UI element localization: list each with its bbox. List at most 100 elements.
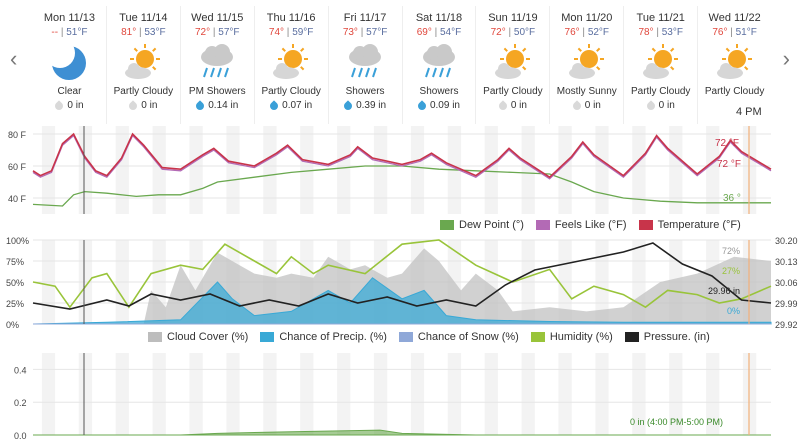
day-column[interactable]: Wed 11/22 76° | 51°F Partly Cloudy <box>698 6 771 124</box>
partly-cloudy-icon <box>698 41 771 85</box>
low-temp: 57°F <box>218 27 240 38</box>
series-line-0 <box>32 165 771 207</box>
night-shading <box>410 353 425 435</box>
precip-amount: 0.39 in <box>329 99 402 112</box>
day-temps: -- | 51°F <box>51 27 88 38</box>
night-shading <box>41 353 56 435</box>
day-column[interactable]: Thu 11/16 74° | 59°F Partly Cloudy 0.07 in <box>255 6 329 124</box>
day-temps: 76° | 52°F <box>564 27 610 38</box>
precip-value: 0 in <box>584 100 601 111</box>
next-arrow-icon[interactable]: › <box>782 46 790 71</box>
previous-arrow-icon[interactable]: ‹ <box>10 46 18 71</box>
high-temp: -- <box>51 27 59 38</box>
legend-item[interactable]: Temperature (°F) <box>638 219 741 231</box>
day-name: Tue 11/14 <box>119 12 168 24</box>
day-name: Wed 11/15 <box>191 12 244 24</box>
legend-item[interactable]: Cloud Cover (%) <box>148 331 248 343</box>
precip-value: 0.09 in <box>429 100 460 111</box>
night-shading <box>115 353 129 435</box>
night-shading <box>189 353 203 435</box>
night-shading <box>706 353 720 435</box>
y2-tick-label: 30.13 <box>775 257 798 267</box>
day-column[interactable]: Mon 11/20 76° | 52°F Mostly Sunny 0 in <box>550 6 625 124</box>
night-shading <box>706 126 720 214</box>
day-column[interactable]: Mon 11/13 -- | 51°F Clear 0 in <box>33 6 107 124</box>
condition-label: Clear <box>57 86 82 97</box>
precip-value: 0 in <box>510 100 527 111</box>
showers-icon <box>329 41 402 85</box>
day-column[interactable]: Fri 11/17 73° | 57°F Showers 0.39 in <box>329 6 403 124</box>
night-shading <box>78 126 93 214</box>
y-tick-label: 75% <box>6 257 24 267</box>
precip-amount: 0 in <box>33 99 106 112</box>
night-shading <box>263 353 277 435</box>
legend-item[interactable]: Dew Point (°) <box>440 219 524 231</box>
y-tick-label: 0.2 <box>14 398 27 408</box>
day-column[interactable]: Wed 11/15 72° | 57°F PM Showers 0.14 in <box>181 6 255 124</box>
day-temps: 69° | 54°F <box>416 27 462 38</box>
y-tick-label: 100% <box>6 236 29 246</box>
precip-amount: 0 in <box>107 99 180 112</box>
night-shading <box>558 353 572 435</box>
low-temp: 51°F <box>735 27 757 38</box>
night-shading <box>410 126 425 214</box>
y-tick-label: 80 F <box>8 130 27 140</box>
raindrop-icon <box>644 99 657 112</box>
raindrop-icon <box>571 99 583 112</box>
day-column[interactable]: Sat 11/18 69° | 54°F Showers 0.09 in <box>403 6 477 124</box>
day-temps: 74° | 59°F <box>268 27 314 38</box>
high-temp: 69° <box>416 27 432 38</box>
raindrop-icon <box>127 99 139 112</box>
precip-amount: 0 in <box>476 99 549 112</box>
precip-amount: 0.09 in <box>403 99 476 112</box>
temperature-chart: 80 F 60 F 40 F 72 °F 72 °F 36 ° <box>8 126 772 214</box>
night-shading <box>115 126 129 214</box>
raindrop-icon <box>53 99 66 112</box>
legend-item[interactable]: Humidity (%) <box>530 331 613 343</box>
legend-swatch <box>398 332 413 342</box>
legend-swatch <box>530 332 545 342</box>
legend-item[interactable]: Pressure. (in) <box>624 331 710 343</box>
value-annotation: 0% <box>727 306 740 316</box>
precip-value: 0.07 in <box>282 100 313 111</box>
legend-swatch <box>148 332 162 342</box>
series-line-1 <box>32 134 772 180</box>
night-shading <box>632 126 646 214</box>
value-annotation: 29.96 in <box>708 286 740 296</box>
legend-label: Pressure. (in) <box>643 331 710 343</box>
day-column[interactable]: Sun 11/19 72° | 50°F Partly Cloudy 0 in <box>476 6 551 124</box>
day-column[interactable]: Tue 11/14 81° | 53°F Partly Cloudy 0 in <box>107 6 181 124</box>
time-marker-label: 4 PM <box>736 106 762 118</box>
legend-label: Humidity (%) <box>549 331 613 343</box>
night-shading <box>226 126 240 214</box>
precip-amount: 0 in <box>624 99 697 112</box>
legend-swatch <box>535 220 550 230</box>
pressure-line <box>32 242 772 310</box>
high-temp: 76° <box>564 27 580 38</box>
day-name: Thu 11/16 <box>266 12 316 24</box>
night-shading <box>521 353 535 435</box>
low-temp: 51°F <box>66 27 88 38</box>
day-column[interactable]: Tue 11/21 78° | 53°F Partly Cloudy 0 in <box>624 6 699 124</box>
day-temps: 81° | 53°F <box>121 27 166 38</box>
showers-icon <box>181 41 254 85</box>
value-annotation: 0 in (4:00 PM-5:00 PM) <box>630 417 723 427</box>
night-shading <box>521 126 535 214</box>
precip-value: 0 in <box>67 100 84 111</box>
night-shading <box>595 126 609 214</box>
raindrop-icon <box>342 99 354 112</box>
high-temp: 74° <box>268 27 285 38</box>
night-shading <box>189 126 203 214</box>
day-temps: 73° | 57°F <box>342 27 388 38</box>
legend-item[interactable]: Chance of Snow (%) <box>398 331 519 343</box>
night-shading <box>263 126 277 214</box>
y2-tick-label: 29.92 <box>775 320 798 330</box>
legend-label: Cloud Cover (%) <box>167 331 249 343</box>
day-temps: 72° | 57°F <box>195 27 240 38</box>
legend-item[interactable]: Chance of Precip. (%) <box>260 331 387 343</box>
day-name: Sun 11/19 <box>488 12 538 24</box>
legend-item[interactable]: Feels Like (°F) <box>535 219 627 231</box>
low-temp: 54°F <box>440 27 462 38</box>
precip-amount: 0 in <box>550 99 623 112</box>
high-temp: 73° <box>342 27 358 38</box>
